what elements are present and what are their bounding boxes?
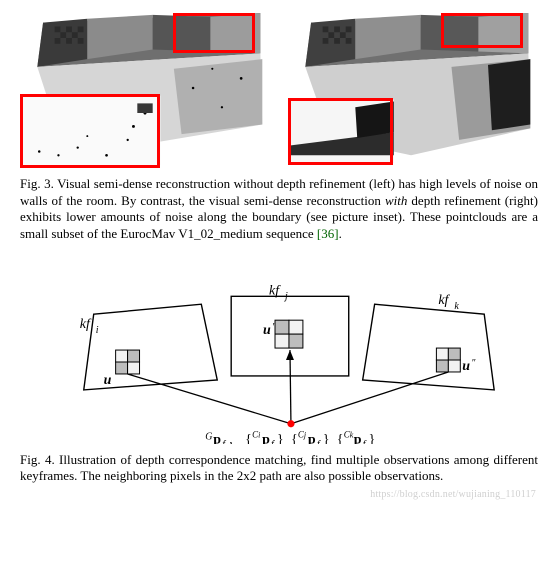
svg-text:p: p (213, 432, 221, 443)
figure3-right-highlight-inset (288, 98, 393, 165)
figure3-citation[interactable]: [36] (317, 226, 339, 241)
svg-text:f: f (222, 439, 226, 443)
figure4-caption-body: Illustration of depth correspondence mat… (20, 452, 538, 484)
figure3-caption-label: Fig. 3. (20, 176, 54, 191)
svg-text:{: { (245, 432, 252, 443)
svg-text:p: p (308, 432, 316, 443)
figure3-left-highlight-top (173, 13, 256, 53)
svg-text:k: k (454, 301, 459, 312)
figure4-caption: Fig. 4. Illustration of depth correspond… (20, 452, 538, 485)
figure3-left-highlight-inset (20, 94, 160, 168)
svg-text:i: i (258, 430, 260, 439)
svg-text:p: p (354, 432, 362, 443)
svg-text:}: } (369, 432, 376, 443)
svg-text:f: f (317, 439, 321, 443)
svg-text:{: { (337, 432, 344, 443)
svg-text:u: u (462, 358, 470, 373)
svg-text:u: u (104, 372, 112, 387)
watermark-text: https://blog.csdn.net/wujianing_110117 (370, 489, 536, 500)
svg-text:f: f (271, 439, 275, 443)
figure3-caption-tail: . (339, 226, 342, 241)
figure3-right-panel (288, 8, 538, 168)
svg-text:{: { (291, 432, 298, 443)
svg-text:,: , (229, 432, 232, 443)
svg-text:u: u (263, 323, 271, 338)
svg-text:kf: kf (438, 293, 450, 308)
svg-text:j: j (303, 430, 307, 439)
svg-text:p: p (262, 432, 270, 443)
svg-text:}: } (277, 432, 284, 443)
figure3-left-panel (20, 8, 270, 168)
figure3-right-highlight-top (441, 13, 524, 48)
page: Fig. 3. Visual semi-dense reconstruction… (0, 0, 558, 512)
svg-text:}: } (323, 432, 330, 443)
svg-text:G: G (205, 431, 212, 442)
svg-text:kf: kf (80, 317, 92, 332)
svg-text:f: f (363, 439, 367, 443)
figure3-caption: Fig. 3. Visual semi-dense reconstruction… (20, 176, 538, 243)
svg-text:i: i (96, 325, 99, 336)
figure3-caption-emph: with (385, 193, 407, 208)
figure3-row (20, 8, 538, 168)
spacer (20, 256, 538, 284)
figure4-diagram: kf i kf j kf k u u ′ u ″ G p f , { C i (20, 284, 538, 444)
figure4-caption-label: Fig. 4. (20, 452, 55, 467)
